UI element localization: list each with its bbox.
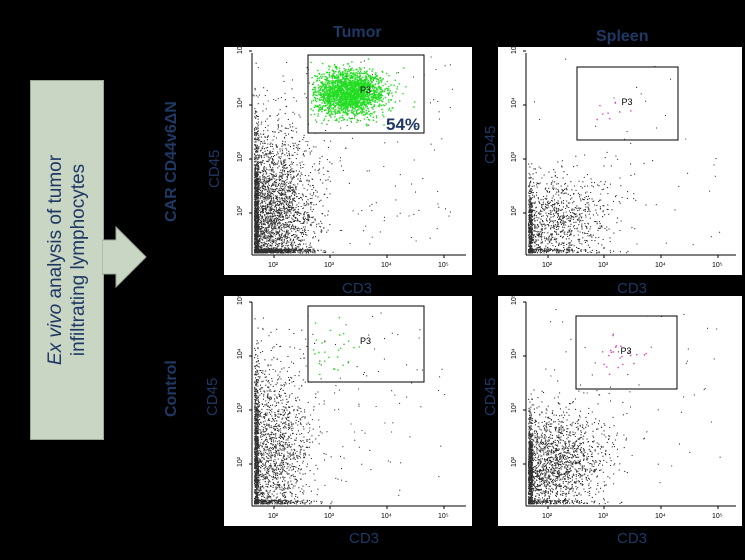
x-tick-label: 10³ [598,513,609,520]
x-tick-label: 10² [268,513,279,520]
row-label-car: CAR CD44v6ΔN [163,101,180,222]
x-tick-label: 10⁵ [712,262,723,269]
x-tick-label: 10⁴ [655,513,666,520]
y-tick-label: 10³ [237,402,244,413]
x-tick-label: 10² [268,262,279,269]
x-tick-label: 10⁵ [712,513,723,520]
background-events [254,312,446,505]
y-tick-label: 10⁴ [511,348,518,359]
x-tick-label: 10³ [324,513,335,520]
y-tick-label: 10² [511,205,518,216]
scatter-tumor-control: P3 10² 10³ 10⁴ 10⁵ 10² 10³ 10⁴ 10⁵ [237,296,466,520]
y-axis-label-spleen-control: CD45 [482,377,499,416]
background-events [252,56,453,254]
y-tick-label: 10⁵ [237,296,244,305]
row-label-control: Control [163,360,180,417]
y-axis-label-spleen-car: CD45 [482,125,499,164]
x-axis-label-tumor-control: CD3 [349,530,380,547]
x-tick-label: 10² [542,513,553,520]
x-tick-label: 10⁴ [381,262,392,269]
column-title-spleen: Spleen [596,28,649,45]
x-tick-label: 10² [542,262,553,269]
x-tick-label: 10⁵ [438,262,449,269]
y-tick-label: 10³ [511,151,518,162]
scatter-tumor-car: P3 10² 10³ 10⁴ 10⁵ 10² 10³ 10⁴ 10⁵ [237,47,466,269]
right-arrow-icon [102,226,147,288]
gate-rectangle [576,66,679,141]
y-tick-label: 10⁵ [511,47,518,54]
gate-label: P3 [360,336,371,346]
side-description-box: Ex vivo analysis of tumor infiltrating l… [30,80,104,440]
side-description-text: Ex vivo analysis of tumor infiltrating l… [44,155,90,365]
plot-spleen-control: P3 10² 10³ 10⁴ 10⁵ 10² 10³ 10⁴ 10⁵ [498,296,742,526]
gate-label: P3 [360,85,371,95]
x-tick-label: 10³ [598,262,609,269]
gate-label: P3 [621,346,632,356]
x-axis-label-spleen-control: CD3 [617,530,648,547]
gate-rectangle [307,54,425,134]
y-tick-label: 10⁴ [237,97,244,108]
y-tick-label: 10³ [237,151,244,162]
y-tick-label: 10⁵ [511,296,518,305]
y-tick-label: 10⁴ [511,97,518,108]
y-tick-label: 10² [237,456,244,467]
gated-events [312,316,361,376]
gate-rectangle [307,305,425,383]
y-tick-label: 10⁴ [237,348,244,359]
background-events [528,309,721,505]
y-axis-label-tumor-car: CD45 [206,149,223,188]
side-text-line1: analysis of tumor [45,154,66,304]
x-tick-label: 10⁵ [438,513,449,520]
background-events [528,58,721,254]
x-tick-label: 10⁴ [381,513,392,520]
gate-label: P3 [622,97,633,107]
y-tick-label: 10³ [511,402,518,413]
x-tick-label: 10³ [324,262,335,269]
scatter-spleen-control: P3 10² 10³ 10⁴ 10⁵ 10² 10³ 10⁴ 10⁵ [511,296,736,520]
gated-events [596,101,632,121]
x-axis-label-spleen-car: CD3 [617,280,648,297]
x-axis-label-tumor-car: CD3 [342,280,373,297]
y-tick-label: 10⁵ [237,47,244,54]
side-text-italic: Ex vivo [45,303,66,366]
y-tick-label: 10² [511,456,518,467]
column-title-tumor: Tumor [333,24,382,41]
gate-rectangle [575,315,678,390]
side-text-line2: infiltrating lymphocytes [68,163,89,357]
plot-spleen-car: P3 10² 10³ 10⁴ 10⁵ 10² 10³ 10⁴ 10⁵ [498,47,742,275]
gated-events [601,334,647,375]
gated-events [310,58,416,127]
x-tick-label: 10⁴ [655,262,666,269]
plot-tumor-control: P3 10² 10³ 10⁴ 10⁵ 10² 10³ 10⁴ 10⁵ [224,296,472,526]
gate-percentage: 54% [386,115,421,134]
scatter-spleen-car: P3 10² 10³ 10⁴ 10⁵ 10² 10³ 10⁴ 10⁵ [511,47,736,269]
plot-tumor-car: P3 10² 10³ 10⁴ 10⁵ 10² 10³ 10⁴ 10⁵ [224,47,472,275]
y-axis-label-tumor-control: CD45 [204,377,221,416]
y-tick-label: 10² [237,205,244,216]
